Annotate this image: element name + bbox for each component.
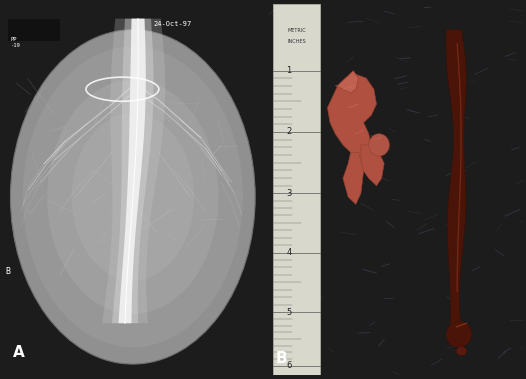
- Text: 24-Oct-97: 24-Oct-97: [154, 20, 192, 27]
- Polygon shape: [328, 74, 377, 171]
- Polygon shape: [343, 152, 363, 204]
- Text: PP
-19: PP -19: [11, 37, 20, 48]
- Text: 2: 2: [286, 127, 291, 136]
- Text: 1: 1: [286, 66, 291, 75]
- Text: 5: 5: [286, 308, 291, 316]
- Polygon shape: [335, 70, 358, 93]
- Ellipse shape: [11, 30, 255, 364]
- Polygon shape: [112, 19, 154, 323]
- Text: INCHES: INCHES: [287, 39, 306, 44]
- Ellipse shape: [457, 346, 467, 356]
- Text: 4: 4: [286, 248, 291, 257]
- Text: 3: 3: [286, 189, 291, 198]
- Polygon shape: [118, 19, 146, 323]
- Bar: [8, 19, 60, 41]
- Ellipse shape: [23, 47, 243, 348]
- Bar: [274, 4, 320, 375]
- Text: B: B: [276, 351, 288, 366]
- Polygon shape: [102, 19, 165, 323]
- Text: 6: 6: [286, 362, 291, 370]
- Polygon shape: [446, 30, 466, 346]
- Text: A: A: [13, 345, 25, 360]
- Polygon shape: [361, 145, 384, 186]
- Text: B: B: [5, 267, 10, 276]
- Ellipse shape: [72, 113, 194, 280]
- Ellipse shape: [369, 134, 389, 156]
- Ellipse shape: [446, 321, 472, 347]
- Text: METRIC: METRIC: [287, 28, 306, 33]
- Ellipse shape: [47, 80, 218, 314]
